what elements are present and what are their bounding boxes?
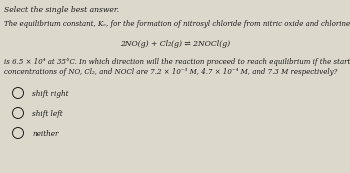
Text: Select the single best answer.: Select the single best answer.: [4, 6, 119, 14]
Text: shift left: shift left: [32, 110, 63, 118]
Text: is 6.5 × 10⁴ at 35°C. In which direction will the reaction proceed to reach equi: is 6.5 × 10⁴ at 35°C. In which direction…: [4, 58, 350, 66]
Text: concentrations of NO, Cl₂, and NOCl are 7.2 × 10⁻³ M, 4.7 × 10⁻⁴ M, and 7.3 M re: concentrations of NO, Cl₂, and NOCl are …: [4, 68, 337, 76]
Text: neither: neither: [32, 130, 58, 138]
Text: shift right: shift right: [32, 90, 69, 98]
Text: The equilibrium constant, Kₑ, for the formation of nitrosyl chloride from nitric: The equilibrium constant, Kₑ, for the fo…: [4, 20, 350, 28]
Text: 2NO(g) + Cl₂(g) ⇌ 2NOCl(g): 2NO(g) + Cl₂(g) ⇌ 2NOCl(g): [120, 40, 230, 48]
